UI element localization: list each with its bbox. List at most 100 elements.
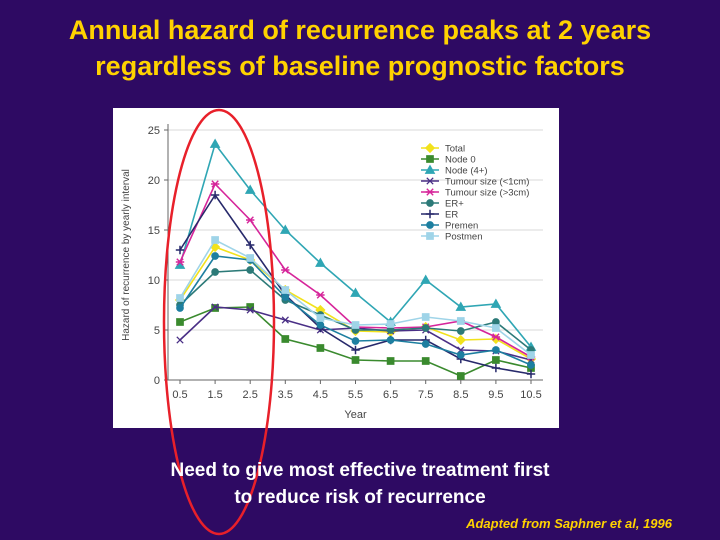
data-point bbox=[281, 335, 290, 343]
data-point bbox=[421, 357, 430, 365]
data-point bbox=[315, 257, 326, 267]
data-point bbox=[351, 356, 360, 364]
data-point bbox=[456, 327, 465, 335]
legend-label: ER+ bbox=[445, 199, 464, 210]
data-point bbox=[176, 318, 184, 326]
note-line-2: to reduce risk of recurrence bbox=[234, 487, 486, 508]
data-point bbox=[176, 294, 184, 302]
slide-title: Annual hazard of recurrence peaks at 2 y… bbox=[0, 12, 720, 84]
legend-marker bbox=[424, 142, 436, 154]
legend-entry: Total bbox=[421, 142, 465, 155]
legend-marker bbox=[426, 177, 434, 185]
data-point bbox=[246, 216, 255, 224]
x-tick-label: 7.5 bbox=[418, 389, 433, 401]
legend-label: Premen bbox=[445, 221, 478, 232]
data-point bbox=[246, 266, 255, 274]
title-line-1: Annual hazard of recurrence peaks at 2 y… bbox=[68, 15, 652, 45]
legend-marker bbox=[425, 209, 435, 219]
data-point bbox=[456, 372, 465, 380]
y-tick-label: 15 bbox=[148, 225, 160, 237]
legend-entry: Tumour size (>3cm) bbox=[421, 188, 529, 199]
title-line-2: regardless of baseline prognostic factor… bbox=[95, 51, 625, 81]
series-total bbox=[174, 241, 537, 365]
data-point bbox=[491, 363, 501, 373]
takeaway-note: Need to give most effective treatment fi… bbox=[0, 457, 720, 511]
data-point bbox=[386, 336, 395, 344]
legend-marker bbox=[426, 199, 434, 207]
data-point bbox=[492, 346, 500, 354]
source-citation: Adapted from Saphner et al, 1996 bbox=[466, 516, 672, 531]
data-point bbox=[211, 268, 219, 276]
legend-marker bbox=[424, 164, 436, 174]
data-point bbox=[316, 291, 325, 299]
x-tick-label: 1.5 bbox=[207, 389, 222, 401]
data-point bbox=[526, 369, 536, 379]
legend-marker bbox=[426, 155, 434, 163]
legend-label: Node 0 bbox=[445, 155, 476, 166]
data-point bbox=[456, 317, 465, 325]
x-tick-label: 4.5 bbox=[313, 389, 328, 401]
legend-entry: Node 0 bbox=[421, 155, 476, 166]
y-tick-label: 25 bbox=[148, 125, 160, 137]
legend-entry: Premen bbox=[421, 221, 478, 232]
data-point bbox=[246, 254, 255, 262]
legend-marker bbox=[425, 188, 435, 196]
data-point bbox=[176, 336, 184, 344]
legend-label: Tumour size (>3cm) bbox=[445, 188, 529, 199]
data-point bbox=[492, 324, 500, 332]
data-point bbox=[279, 224, 291, 234]
data-point bbox=[281, 286, 290, 294]
data-point bbox=[527, 361, 535, 369]
data-point bbox=[455, 334, 466, 346]
data-point bbox=[455, 301, 467, 311]
x-tick-label: 2.5 bbox=[243, 389, 258, 401]
data-point bbox=[527, 351, 535, 359]
legend-label: Node (4+) bbox=[445, 166, 488, 177]
hazard-chart-panel: 0 5 10 15 20 25 0.5 1.5 2.5 3.5 4.5 5.5 6.5 7.5 8.5 9.… bbox=[113, 108, 559, 428]
legend-marker bbox=[426, 232, 434, 240]
data-point bbox=[456, 351, 465, 359]
y-axis-label: Hazard of recurrence by yearly interval bbox=[121, 169, 132, 341]
data-point bbox=[421, 340, 430, 348]
legend-marker bbox=[426, 221, 434, 229]
legend-entry: Tumour size (<1cm) bbox=[421, 177, 529, 188]
data-point bbox=[316, 344, 325, 352]
data-point bbox=[420, 274, 432, 284]
y-tick-label: 0 bbox=[154, 375, 160, 387]
x-tick-label: 6.5 bbox=[383, 389, 398, 401]
data-point bbox=[211, 236, 219, 244]
data-point bbox=[350, 287, 361, 297]
data-point bbox=[490, 298, 502, 308]
x-tick-label: 8.5 bbox=[453, 389, 468, 401]
y-tick-labels: 0 5 10 15 20 25 bbox=[148, 125, 160, 387]
data-point bbox=[210, 180, 220, 188]
data-point bbox=[209, 138, 221, 148]
data-point bbox=[351, 345, 360, 355]
data-point bbox=[211, 252, 219, 260]
x-axis-label: Year bbox=[344, 409, 367, 421]
data-point bbox=[491, 333, 501, 341]
data-point bbox=[281, 316, 289, 324]
hazard-line-chart: 0 5 10 15 20 25 0.5 1.5 2.5 3.5 4.5 5.5 6.5 7.5 8.5 9.… bbox=[121, 124, 543, 421]
y-tick-label: 20 bbox=[148, 175, 160, 187]
data-point bbox=[351, 337, 360, 345]
legend-entry: ER bbox=[421, 210, 458, 221]
data-point bbox=[281, 266, 290, 274]
legend-label: Postmen bbox=[445, 232, 483, 243]
y-tick-label: 5 bbox=[154, 325, 160, 337]
x-tick-label: 3.5 bbox=[278, 389, 293, 401]
data-point bbox=[176, 304, 184, 312]
legend-entry: Postmen bbox=[421, 232, 483, 243]
data-point bbox=[316, 314, 325, 322]
data-point bbox=[351, 321, 360, 329]
legend-entry: ER+ bbox=[421, 199, 464, 210]
data-point bbox=[386, 357, 395, 365]
x-tick-label: 0.5 bbox=[172, 389, 187, 401]
data-point bbox=[281, 293, 290, 301]
legend-label: Total bbox=[445, 144, 465, 155]
legend-label: ER bbox=[445, 210, 458, 221]
data-point bbox=[386, 320, 395, 328]
x-tick-labels: 0.5 1.5 2.5 3.5 4.5 5.5 6.5 7.5 8.5 9.5 10.5 bbox=[172, 380, 542, 401]
legend-label: Tumour size (<1cm) bbox=[445, 177, 529, 188]
